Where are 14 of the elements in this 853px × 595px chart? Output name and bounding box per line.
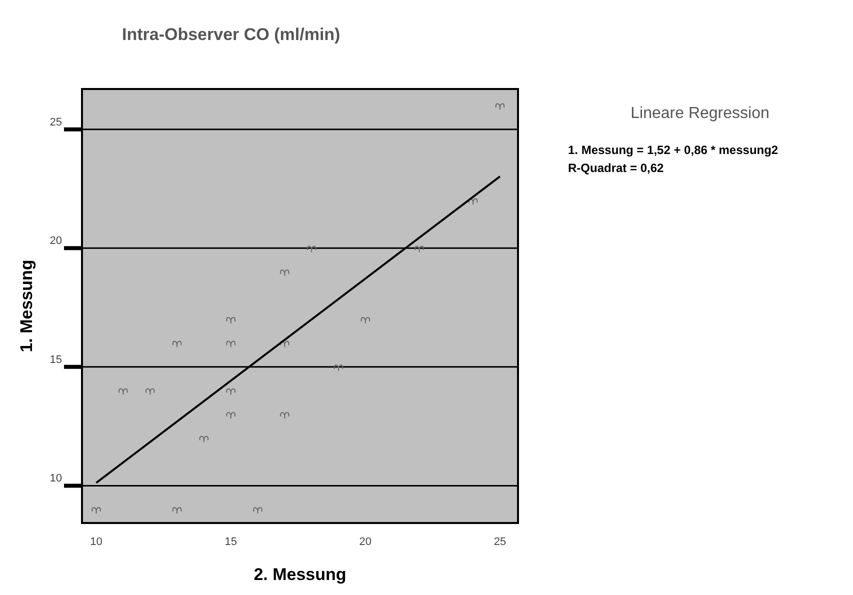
x-tick-label: 15 — [224, 536, 237, 548]
y-tick-label: 10 — [50, 472, 62, 485]
y-tick-label: 25 — [50, 116, 62, 128]
y-axis-title: 1. Messung — [17, 260, 36, 352]
text: Lineare Regression — [630, 105, 770, 122]
x-axis-title: 2. Messung — [254, 565, 346, 584]
text: R-Quadrat = 0,62 — [568, 161, 664, 175]
y-tick-label: 15 — [50, 354, 62, 366]
text: 1. Messung = 1,52 + 0,86 * messung2 — [568, 143, 778, 157]
chart-title: Intra-Observer CO (ml/min) — [122, 25, 340, 44]
x-tick-label: 10 — [90, 536, 102, 548]
x-tick-label: 20 — [359, 536, 372, 548]
y-tick-label: 20 — [50, 235, 62, 248]
x-tick-label: 25 — [494, 536, 506, 548]
